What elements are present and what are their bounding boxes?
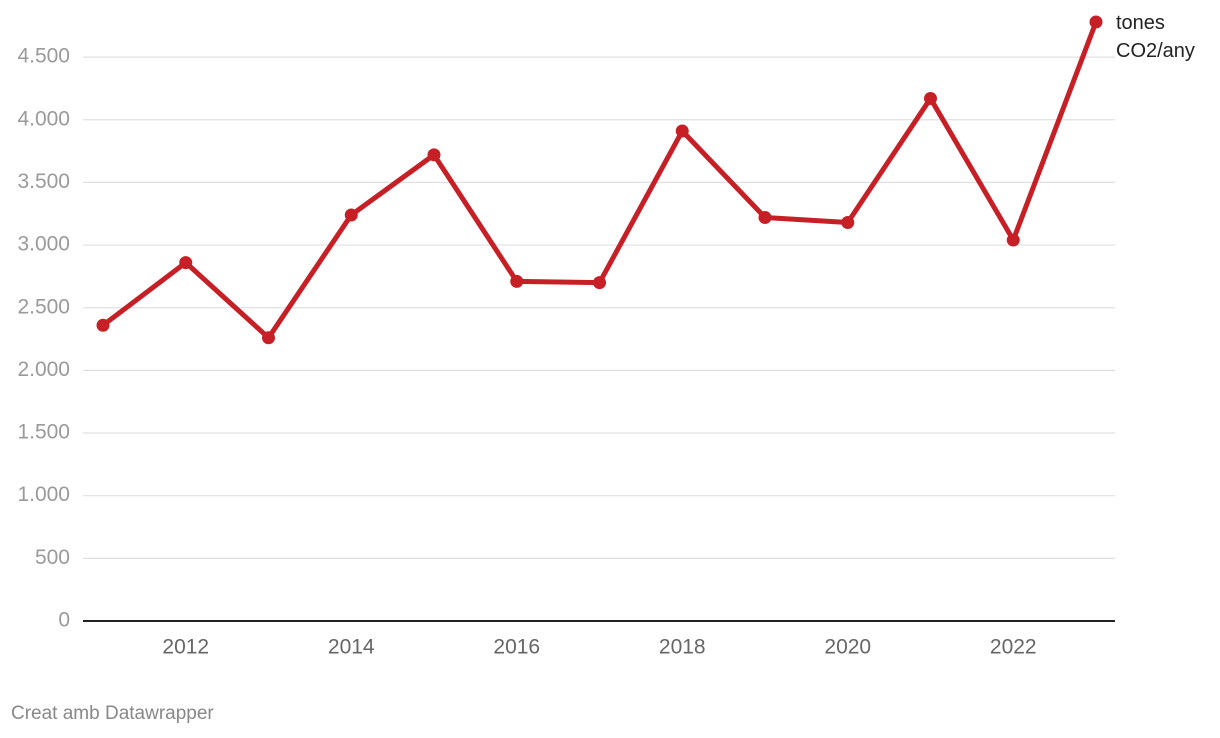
y-tick-label: 500 <box>35 546 70 569</box>
y-tick-label: 1.500 <box>17 421 70 444</box>
point <box>593 276 606 290</box>
y-tick-label: 2.500 <box>17 295 70 318</box>
point <box>427 148 441 162</box>
y-tick-label: 2.000 <box>17 358 70 381</box>
point <box>1006 233 1020 247</box>
x-tick-label: 2014 <box>328 636 375 659</box>
x-tick-label: 2018 <box>659 636 706 659</box>
point <box>96 318 110 332</box>
point <box>510 274 524 288</box>
point <box>344 208 358 222</box>
y-tick-label: 4.500 <box>17 45 70 68</box>
y-tick-label: 1.000 <box>17 483 70 506</box>
y-tick-label: 0 <box>58 609 70 632</box>
point <box>841 216 855 230</box>
line <box>101 21 1099 341</box>
point <box>924 91 937 105</box>
point <box>1089 15 1103 29</box>
x-tick-label: 2016 <box>493 636 540 659</box>
x-tick-label: 2020 <box>824 636 871 659</box>
point <box>758 210 772 224</box>
y-tick-label: 3.500 <box>17 170 70 193</box>
point <box>262 331 275 345</box>
point <box>179 256 193 270</box>
point <box>675 124 689 138</box>
y-tick-label: 3.000 <box>17 233 70 256</box>
legend-label: tones CO2/any <box>1116 12 1195 62</box>
y-tick-label: 4.000 <box>17 107 70 130</box>
x-tick-label: 2012 <box>162 636 209 659</box>
x-tick-label: 2022 <box>990 636 1037 659</box>
source-note: Creat amb Datawrapper <box>11 703 214 724</box>
